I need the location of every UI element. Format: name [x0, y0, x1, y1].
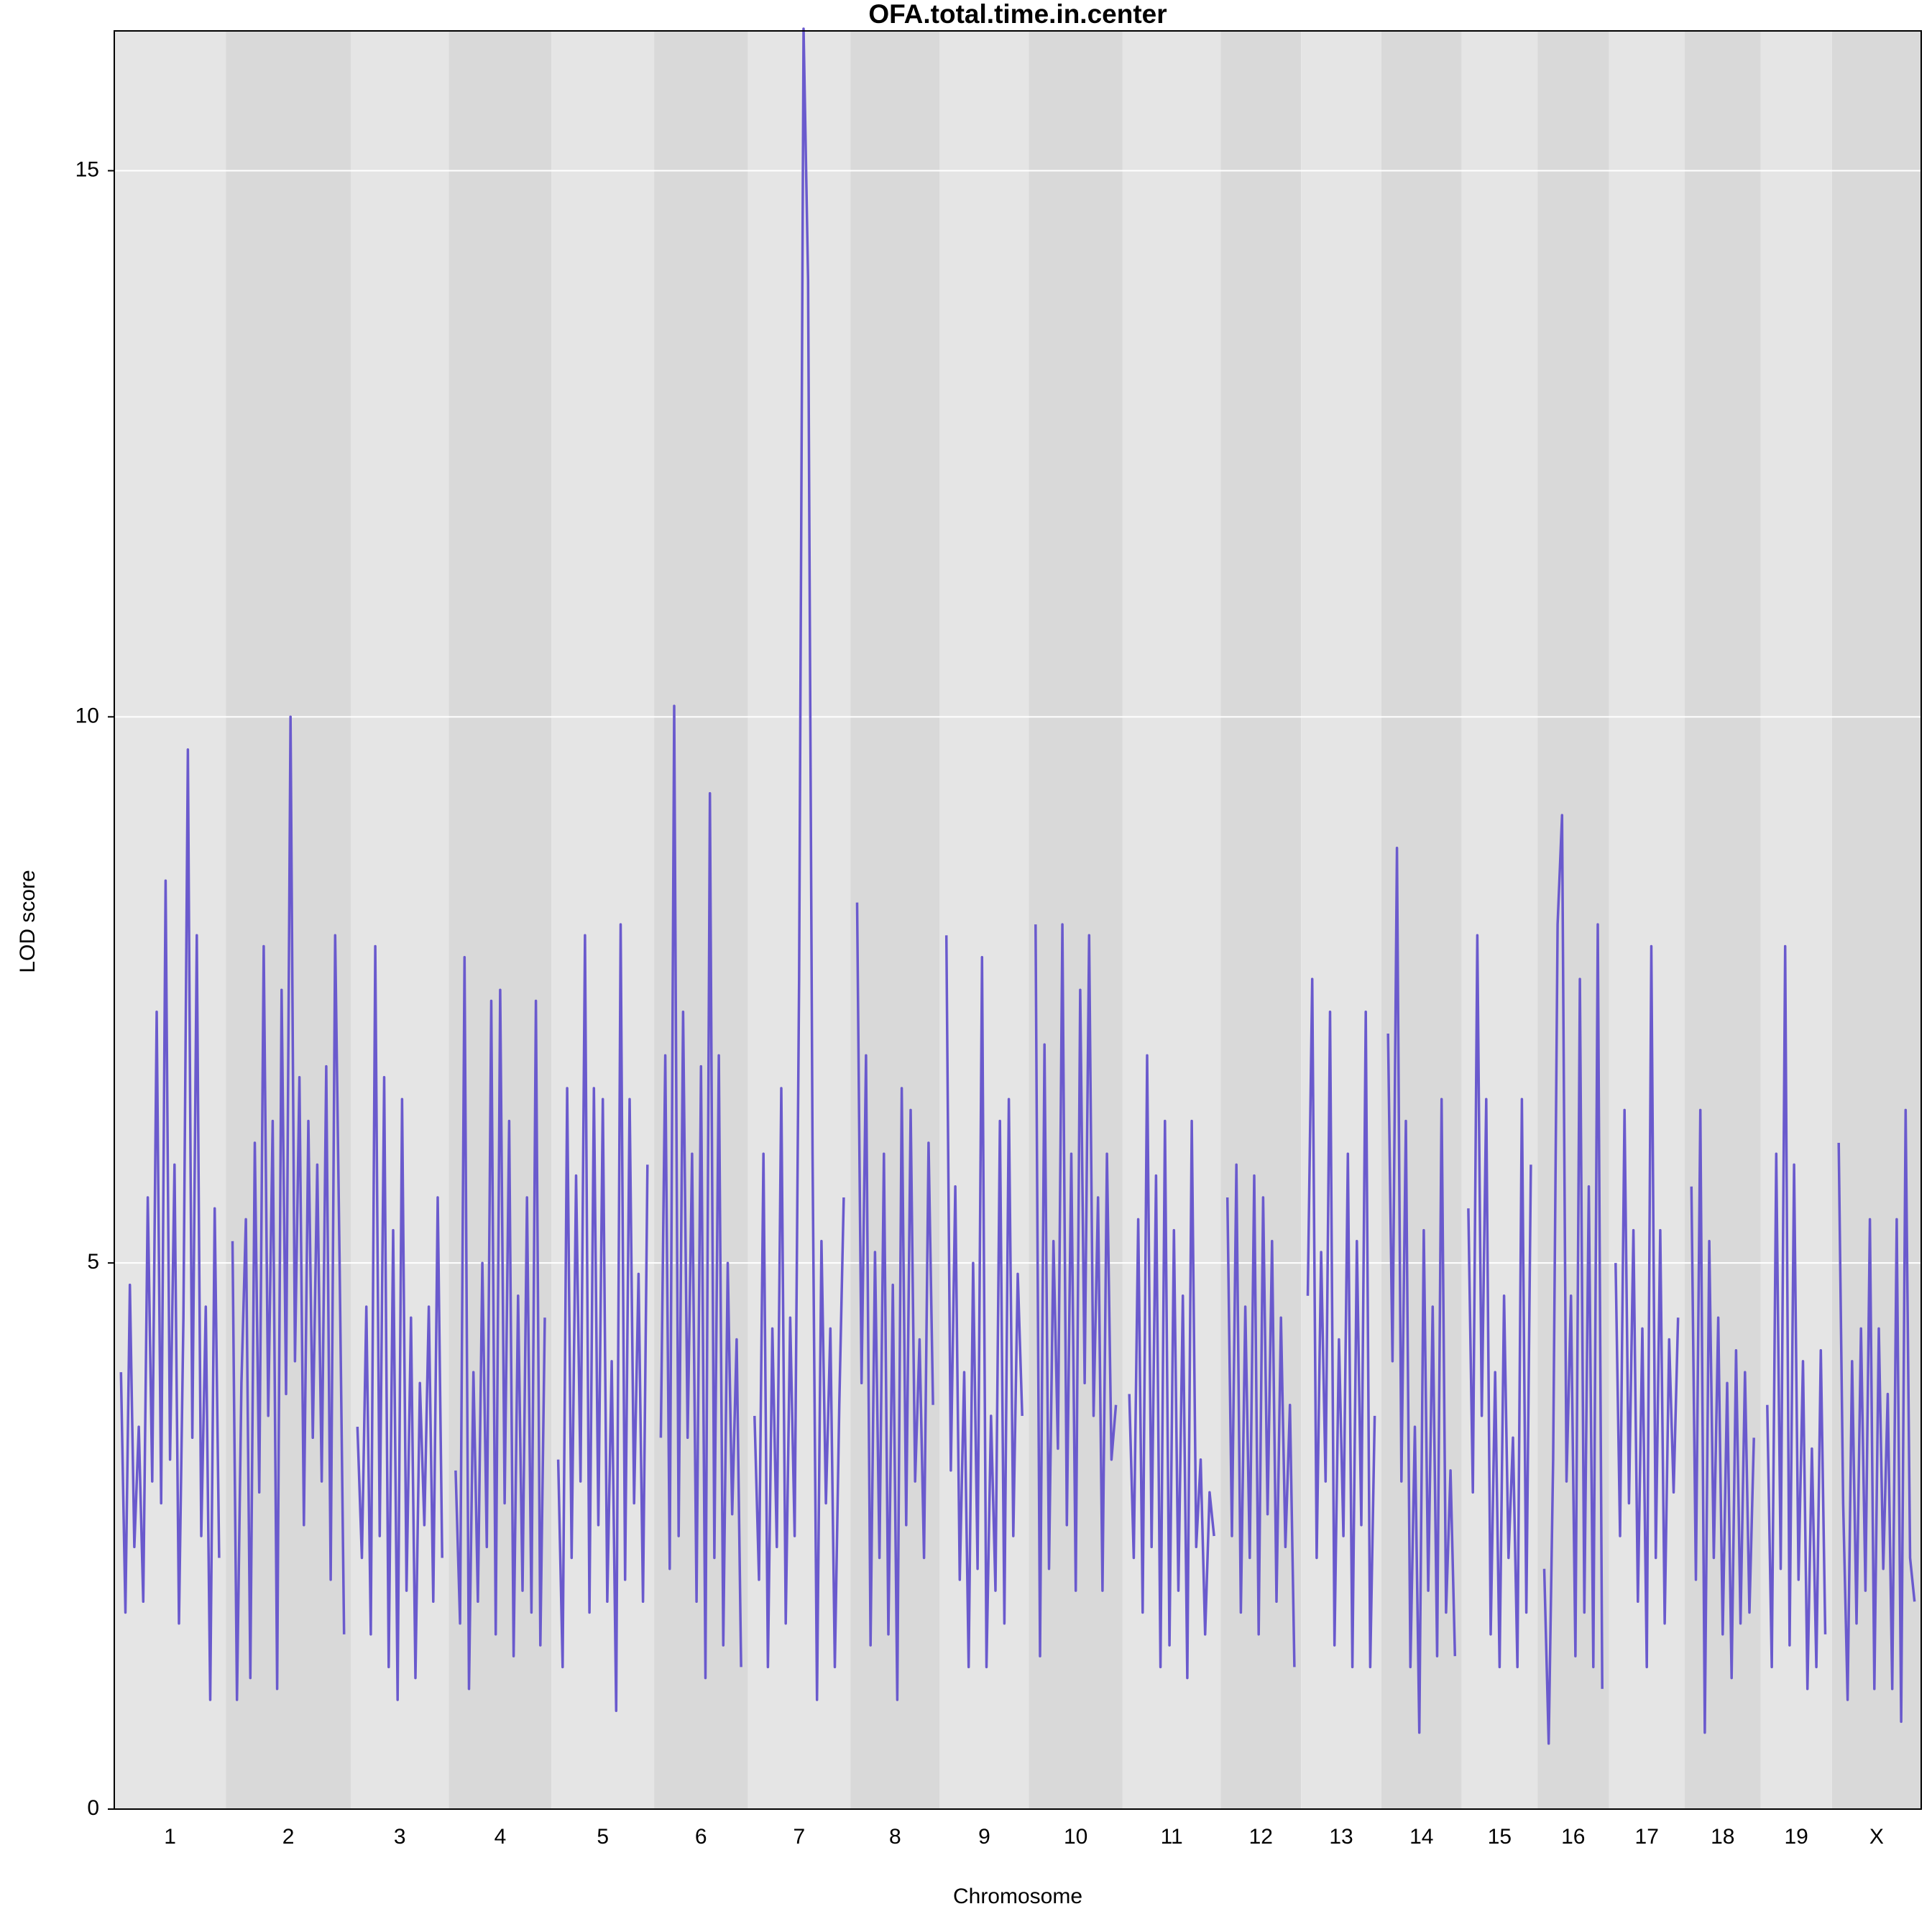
chromosome-band: [551, 31, 655, 1809]
x-tick-label: 3: [394, 1825, 406, 1849]
x-tick-label: 4: [494, 1825, 507, 1849]
lod-line: [231, 715, 346, 1701]
x-tick-label: 13: [1329, 1825, 1353, 1849]
x-tick-label: 5: [597, 1825, 609, 1849]
chromosome-band: [654, 31, 748, 1809]
x-tick-label: 9: [978, 1825, 990, 1849]
x-tick-label: 8: [889, 1825, 901, 1849]
x-tick-label: 12: [1249, 1825, 1273, 1849]
lod-line: [1034, 923, 1118, 1657]
x-tick-label: X: [1869, 1825, 1884, 1849]
lod-line: [659, 704, 742, 1680]
lod-line: [356, 944, 443, 1701]
lod-line: [556, 923, 649, 1712]
plot-frame: [114, 30, 1922, 1810]
lod-line: [944, 935, 1024, 1669]
x-tick-label: 11: [1161, 1825, 1183, 1849]
y-tick-label: 15: [75, 157, 99, 181]
x-tick-label: 14: [1409, 1825, 1433, 1849]
chart-title: OFA.total.time.in.center: [868, 0, 1167, 29]
x-tick-label: 19: [1785, 1825, 1808, 1849]
lod-line: [753, 27, 845, 1701]
x-tick-label: 7: [793, 1825, 805, 1849]
x-tick-label: 18: [1711, 1825, 1734, 1849]
lod-line: [1306, 978, 1376, 1669]
x-tick-label: 16: [1561, 1825, 1585, 1849]
chromosome-band: [939, 31, 1029, 1809]
chromosome-band: [1220, 31, 1302, 1809]
x-tick-label: 6: [695, 1825, 707, 1849]
lod-line: [1837, 1108, 1916, 1724]
chromosome-bands: [114, 31, 1921, 1809]
x-tick-label: 1: [164, 1825, 176, 1849]
x-axis-label: Chromosome: [953, 1885, 1082, 1908]
y-tick-label: 5: [87, 1250, 99, 1274]
lod-line: [1766, 944, 1827, 1690]
lod-line: [1225, 1163, 1296, 1668]
lod-line: [1386, 846, 1457, 1734]
x-tick-label: 15: [1488, 1825, 1512, 1849]
y-tick-label: 0: [87, 1796, 99, 1820]
lod-line: [855, 902, 934, 1701]
x-tick-label: 2: [282, 1825, 295, 1849]
chromosome-band: [1760, 31, 1832, 1809]
lod-line: [1128, 1054, 1215, 1680]
lod-line: [119, 748, 221, 1701]
lod-line: [1542, 814, 1604, 1745]
x-tick-label: 17: [1635, 1825, 1659, 1849]
lod-line: [1614, 944, 1680, 1669]
y-tick-label: 10: [75, 704, 99, 727]
chromosome-band: [448, 31, 552, 1809]
lod-line: [454, 955, 546, 1690]
lod-line: [1690, 1108, 1755, 1734]
lod-curve: [119, 27, 1916, 1745]
y-axis-label: LOD score: [16, 870, 40, 972]
lod-line: [1467, 934, 1532, 1669]
x-tick-label: 10: [1064, 1825, 1087, 1849]
